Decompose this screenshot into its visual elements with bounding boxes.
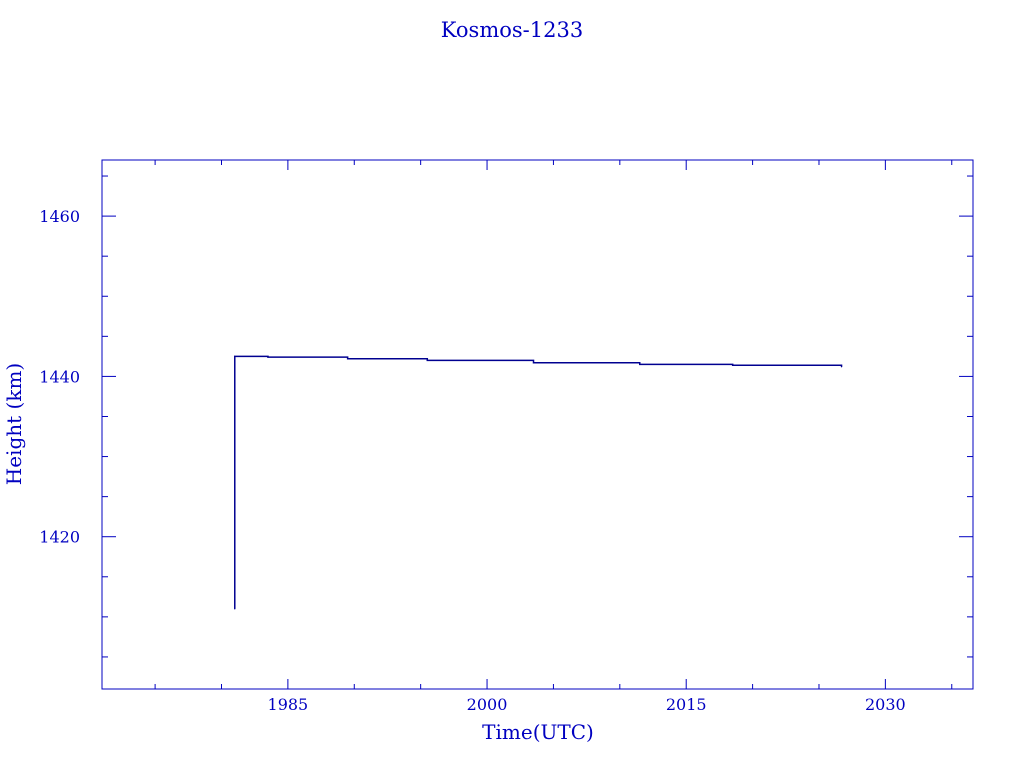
x-tick-label: 2030	[865, 695, 906, 714]
data-point	[234, 608, 236, 610]
data-point	[234, 355, 236, 357]
y-tick-label: 1440	[39, 367, 80, 386]
x-tick-label: 2000	[467, 695, 508, 714]
series-line	[234, 355, 843, 609]
data-point	[732, 364, 734, 366]
x-tick-label: 2015	[666, 695, 707, 714]
data-point	[532, 362, 535, 364]
y-tick-label: 1460	[39, 207, 80, 226]
data-point	[639, 363, 641, 365]
y-axis-label: Height (km)	[2, 363, 26, 485]
data-point	[267, 356, 269, 358]
x-tick-label: 1985	[268, 695, 309, 714]
data-point	[840, 366, 843, 368]
x-axis-label: Time(UTC)	[482, 720, 594, 744]
y-tick-label: 1420	[39, 528, 80, 547]
chart-title: Kosmos-1233	[441, 18, 583, 42]
plot-frame	[101, 159, 974, 690]
data-point	[426, 359, 428, 361]
data-point	[347, 358, 349, 360]
